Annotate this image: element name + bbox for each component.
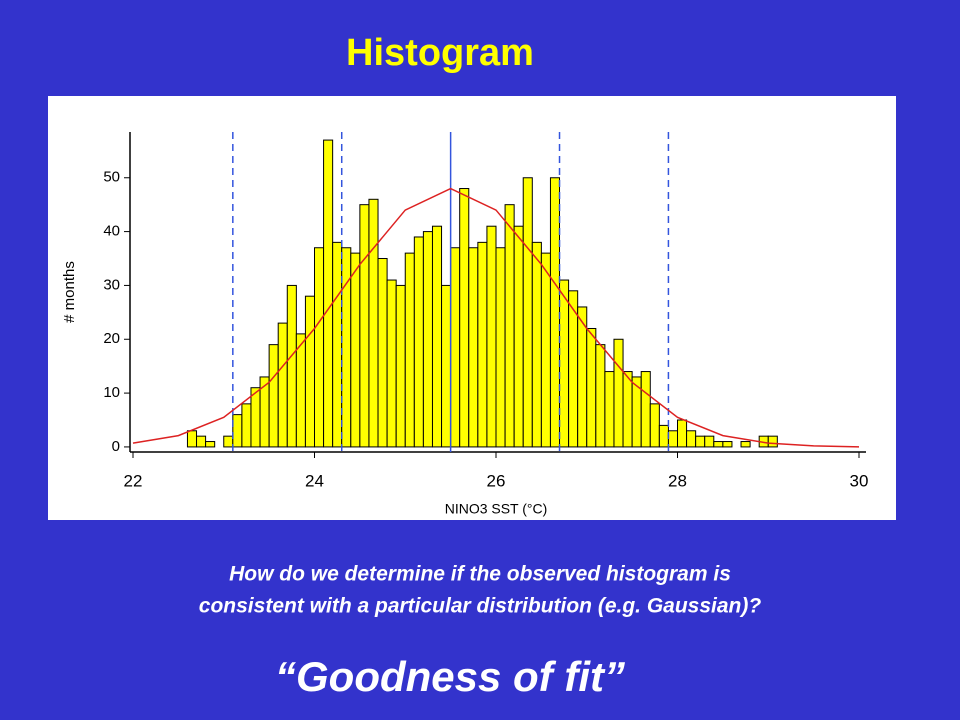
bar bbox=[377, 258, 388, 448]
bar bbox=[304, 295, 315, 448]
bar bbox=[486, 225, 497, 448]
bar bbox=[513, 225, 524, 448]
bar bbox=[459, 188, 470, 448]
bar bbox=[686, 430, 697, 448]
bar bbox=[468, 247, 479, 448]
bar bbox=[450, 247, 461, 448]
bar bbox=[586, 327, 597, 448]
bar bbox=[295, 333, 306, 448]
y-tick-label: 30 bbox=[103, 276, 120, 293]
y-tick-label: 40 bbox=[103, 223, 120, 240]
y-tick-label: 10 bbox=[103, 384, 120, 401]
bar bbox=[740, 441, 751, 448]
bar bbox=[196, 435, 207, 448]
bar bbox=[359, 204, 370, 448]
bar bbox=[613, 338, 624, 448]
x-tick-label: 24 bbox=[305, 471, 324, 490]
bar bbox=[205, 441, 216, 448]
x-tick-label: 28 bbox=[668, 471, 687, 490]
bar bbox=[250, 387, 261, 448]
bar bbox=[722, 441, 733, 448]
bar bbox=[549, 177, 561, 448]
x-axis-label: NINO3 SST (°C) bbox=[445, 501, 548, 517]
bar bbox=[622, 371, 633, 448]
bar bbox=[522, 177, 533, 448]
bar bbox=[323, 139, 334, 448]
bar bbox=[186, 430, 198, 448]
bar bbox=[332, 241, 343, 448]
x-tick-label: 26 bbox=[487, 471, 506, 490]
bar bbox=[314, 247, 325, 448]
bar bbox=[640, 371, 651, 448]
bar bbox=[232, 414, 243, 448]
x-tick-label: 22 bbox=[124, 471, 143, 490]
bar bbox=[531, 241, 542, 448]
bar bbox=[368, 198, 379, 448]
bar bbox=[241, 403, 252, 448]
bar bbox=[677, 419, 688, 448]
slide-title: Histogram bbox=[346, 32, 534, 74]
plot: 0 10 20 30 40 50 22 24 26 28 30 NINO3 SST (°C) # mon… bbox=[61, 132, 868, 517]
bar bbox=[341, 247, 352, 448]
bar bbox=[704, 435, 715, 448]
bar bbox=[577, 306, 588, 448]
bar bbox=[495, 247, 506, 448]
bar bbox=[477, 241, 488, 448]
x-tick-label: 30 bbox=[850, 471, 869, 490]
bar bbox=[277, 322, 288, 448]
bar bbox=[350, 252, 361, 448]
bar bbox=[595, 344, 606, 448]
bar bbox=[667, 430, 678, 448]
y-tick-label: 20 bbox=[103, 330, 120, 347]
question-line: consistent with a particular distributio… bbox=[199, 595, 762, 618]
bar bbox=[422, 231, 433, 448]
bar bbox=[713, 441, 724, 448]
bar bbox=[268, 344, 279, 448]
bar bbox=[695, 435, 706, 448]
bar bbox=[540, 252, 551, 448]
bar bbox=[386, 279, 397, 448]
bar bbox=[649, 403, 660, 448]
bar bbox=[223, 435, 234, 448]
bar bbox=[658, 424, 669, 448]
fit-curve bbox=[132, 187, 860, 448]
bar bbox=[559, 279, 570, 448]
y-tick-label: 0 bbox=[112, 438, 120, 455]
bar bbox=[395, 284, 406, 448]
y-tick-label: 50 bbox=[103, 169, 120, 186]
bar bbox=[504, 204, 515, 448]
bar bbox=[604, 371, 615, 448]
bar bbox=[441, 284, 452, 448]
bar bbox=[404, 252, 415, 448]
bar bbox=[413, 236, 424, 448]
question-line: How do we determine if the observed hist… bbox=[229, 563, 731, 586]
footer-text: “Goodness of fit” bbox=[275, 653, 625, 700]
bar bbox=[767, 435, 778, 448]
y-axis-label: # months bbox=[61, 261, 78, 323]
bar bbox=[286, 284, 297, 448]
bar bbox=[431, 225, 443, 448]
